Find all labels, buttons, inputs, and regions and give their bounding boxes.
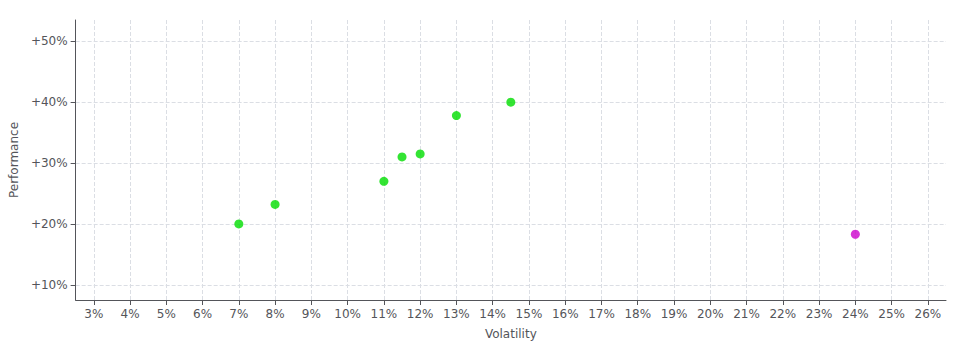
svg-text:14%: 14%	[479, 307, 506, 321]
svg-text:23%: 23%	[806, 307, 833, 321]
svg-text:12%: 12%	[407, 307, 434, 321]
svg-text:25%: 25%	[878, 307, 905, 321]
svg-text:10%: 10%	[334, 307, 361, 321]
svg-text:15%: 15%	[516, 307, 543, 321]
svg-text:18%: 18%	[624, 307, 651, 321]
svg-text:+40%: +40%	[31, 95, 68, 109]
svg-text:20%: 20%	[697, 307, 724, 321]
svg-text:6%: 6%	[193, 307, 212, 321]
svg-text:3%: 3%	[84, 307, 103, 321]
svg-text:Volatility: Volatility	[485, 327, 537, 341]
svg-text:17%: 17%	[588, 307, 615, 321]
svg-text:Performance: Performance	[7, 122, 21, 198]
svg-text:+20%: +20%	[31, 217, 68, 231]
svg-text:7%: 7%	[229, 307, 248, 321]
svg-text:5%: 5%	[157, 307, 176, 321]
svg-text:16%: 16%	[552, 307, 579, 321]
svg-text:21%: 21%	[733, 307, 760, 321]
svg-text:11%: 11%	[371, 307, 398, 321]
svg-text:9%: 9%	[302, 307, 321, 321]
svg-text:+30%: +30%	[31, 156, 68, 170]
svg-text:19%: 19%	[661, 307, 688, 321]
svg-text:26%: 26%	[915, 307, 942, 321]
svg-text:4%: 4%	[121, 307, 140, 321]
svg-text:22%: 22%	[769, 307, 796, 321]
svg-text:+10%: +10%	[31, 278, 68, 292]
svg-text:+50%: +50%	[31, 34, 68, 48]
svg-text:8%: 8%	[266, 307, 285, 321]
svg-text:13%: 13%	[443, 307, 470, 321]
svg-text:24%: 24%	[842, 307, 869, 321]
